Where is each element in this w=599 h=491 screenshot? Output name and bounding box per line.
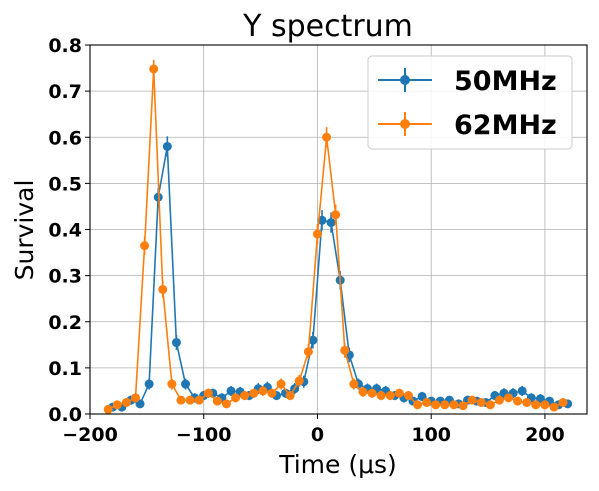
data-point-62mhz <box>403 391 413 401</box>
data-point-62mhz <box>367 388 377 398</box>
data-point-50mhz <box>144 379 154 389</box>
data-point-62mhz <box>240 391 250 401</box>
data-point-62mhz <box>531 400 541 410</box>
data-point-62mhz <box>112 400 122 410</box>
data-point-62mhz <box>203 388 213 398</box>
data-point-62mhz <box>440 400 450 410</box>
data-point-62mhz <box>176 395 186 405</box>
data-point-62mhz <box>467 395 477 405</box>
y-tick-label: 0.0 <box>48 404 82 426</box>
data-point-62mhz <box>394 388 404 398</box>
series-62mhz <box>103 59 568 414</box>
data-point-50mhz <box>162 141 172 151</box>
legend-label-62mhz: 62MHz <box>454 110 557 141</box>
data-point-62mhz <box>130 393 140 403</box>
data-point-62mhz <box>258 386 268 396</box>
legend-marker-62mhz <box>400 119 410 129</box>
x-tick-label: 0 <box>311 424 324 446</box>
data-point-50mhz <box>226 386 236 396</box>
y-tick-label: 0.3 <box>48 266 82 288</box>
data-point-62mhz <box>331 210 341 220</box>
chart-title: Y spectrum <box>242 9 413 44</box>
data-point-62mhz <box>285 391 295 401</box>
data-point-50mhz <box>181 379 191 389</box>
data-point-62mhz <box>349 379 359 389</box>
data-point-62mhz <box>312 229 322 239</box>
y-tick-label: 0.7 <box>48 81 82 103</box>
data-point-62mhz <box>522 397 532 407</box>
data-point-62mhz <box>303 347 313 357</box>
data-point-62mhz <box>149 64 159 74</box>
data-point-62mhz <box>549 402 559 412</box>
data-point-62mhz <box>558 397 568 407</box>
data-point-62mhz <box>121 397 131 407</box>
data-point-62mhz <box>376 391 386 401</box>
y-tick-label: 0.5 <box>48 173 82 195</box>
data-point-62mhz <box>340 345 350 355</box>
series-layer <box>103 59 573 414</box>
x-tick-label: −100 <box>176 424 232 446</box>
y-tick-label: 0.8 <box>48 35 82 57</box>
data-point-62mhz <box>494 395 504 405</box>
data-point-62mhz <box>358 387 368 397</box>
data-point-62mhz <box>476 397 486 407</box>
data-point-62mhz <box>140 241 150 251</box>
data-point-50mhz <box>326 218 336 228</box>
data-point-62mhz <box>431 400 441 410</box>
x-tick-label: −200 <box>62 424 118 446</box>
data-point-62mhz <box>504 393 514 403</box>
data-point-62mhz <box>103 404 113 414</box>
data-point-62mhz <box>158 284 168 294</box>
data-point-50mhz <box>517 386 527 396</box>
data-point-62mhz <box>422 397 432 407</box>
data-point-62mhz <box>167 379 177 389</box>
data-point-62mhz <box>221 399 231 409</box>
x-axis-label: Time (μs) <box>278 450 397 479</box>
x-tick-label: 100 <box>411 424 451 446</box>
data-point-50mhz <box>308 335 318 345</box>
data-point-62mhz <box>458 401 468 411</box>
legend-marker-50mhz <box>400 75 410 85</box>
y-axis-label: Survival <box>10 180 39 281</box>
legend-label-50mhz: 50MHz <box>454 66 557 97</box>
data-point-62mhz <box>385 391 395 401</box>
data-point-62mhz <box>485 400 495 410</box>
y-tick-label: 0.4 <box>48 220 82 242</box>
y-tick-label: 0.2 <box>48 312 82 334</box>
x-tick-label: 200 <box>525 424 565 446</box>
ticks: −200 −100 0 100 200 0.0 0.1 0.2 0.3 0.4 0.5 0.6 0.7 0… <box>48 35 564 446</box>
data-point-62mhz <box>513 396 523 406</box>
data-point-62mhz <box>185 395 195 405</box>
data-point-50mhz <box>171 338 181 348</box>
data-point-62mhz <box>267 388 277 398</box>
data-point-62mhz <box>249 388 259 398</box>
data-point-62mhz <box>294 376 304 386</box>
data-point-62mhz <box>194 395 204 405</box>
y-tick-label: 0.1 <box>48 358 82 380</box>
legend: 50MHz 62MHz <box>367 55 573 150</box>
data-point-62mhz <box>212 396 222 406</box>
data-point-62mhz <box>322 132 332 142</box>
data-point-62mhz <box>276 379 286 389</box>
data-point-62mhz <box>540 400 550 410</box>
data-point-62mhz <box>449 400 459 410</box>
y-tick-label: 0.6 <box>48 127 82 149</box>
data-point-62mhz <box>413 400 423 410</box>
data-point-62mhz <box>231 393 241 403</box>
